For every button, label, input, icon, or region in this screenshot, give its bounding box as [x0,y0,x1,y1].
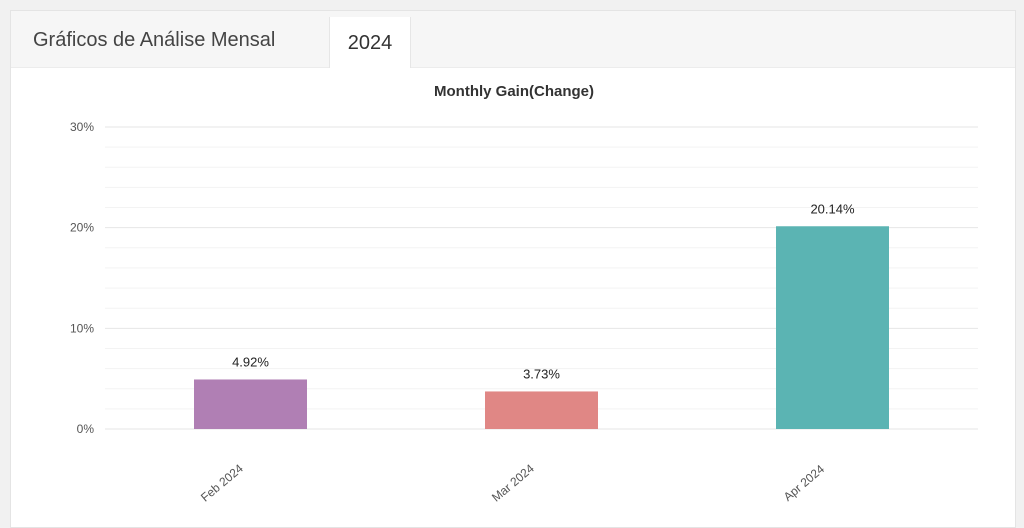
panel-header: Gráficos de Análise Mensal 2024 [11,11,1015,68]
y-tick-label: 10% [70,321,94,335]
tab-2024[interactable]: 2024 [329,17,411,68]
chart-title: Monthly Gain(Change) [434,83,594,100]
x-tick-label: Mar 2024 [489,461,537,505]
bar-mar-2024[interactable] [485,391,598,429]
bar-series [194,226,889,429]
y-axis: 0% 10% 20% 30% [70,120,94,436]
bar-data-label: 4.92% [232,354,269,369]
x-axis: Feb 2024 Mar 2024 Apr 2024 [198,461,827,505]
panel-title: Gráficos de Análise Mensal [33,29,276,51]
y-tick-label: 0% [77,422,95,436]
bar-data-labels: 4.92% 3.73% 20.14% [232,201,855,381]
bar-data-label: 20.14% [810,201,855,216]
y-tick-label: 20% [70,221,94,235]
bar-feb-2024[interactable] [194,379,307,429]
bar-apr-2024[interactable] [776,226,889,429]
x-tick-label: Feb 2024 [198,461,246,505]
y-tick-label: 30% [70,120,94,134]
bar-data-label: 3.73% [523,366,560,381]
x-tick-label: Apr 2024 [781,462,828,504]
